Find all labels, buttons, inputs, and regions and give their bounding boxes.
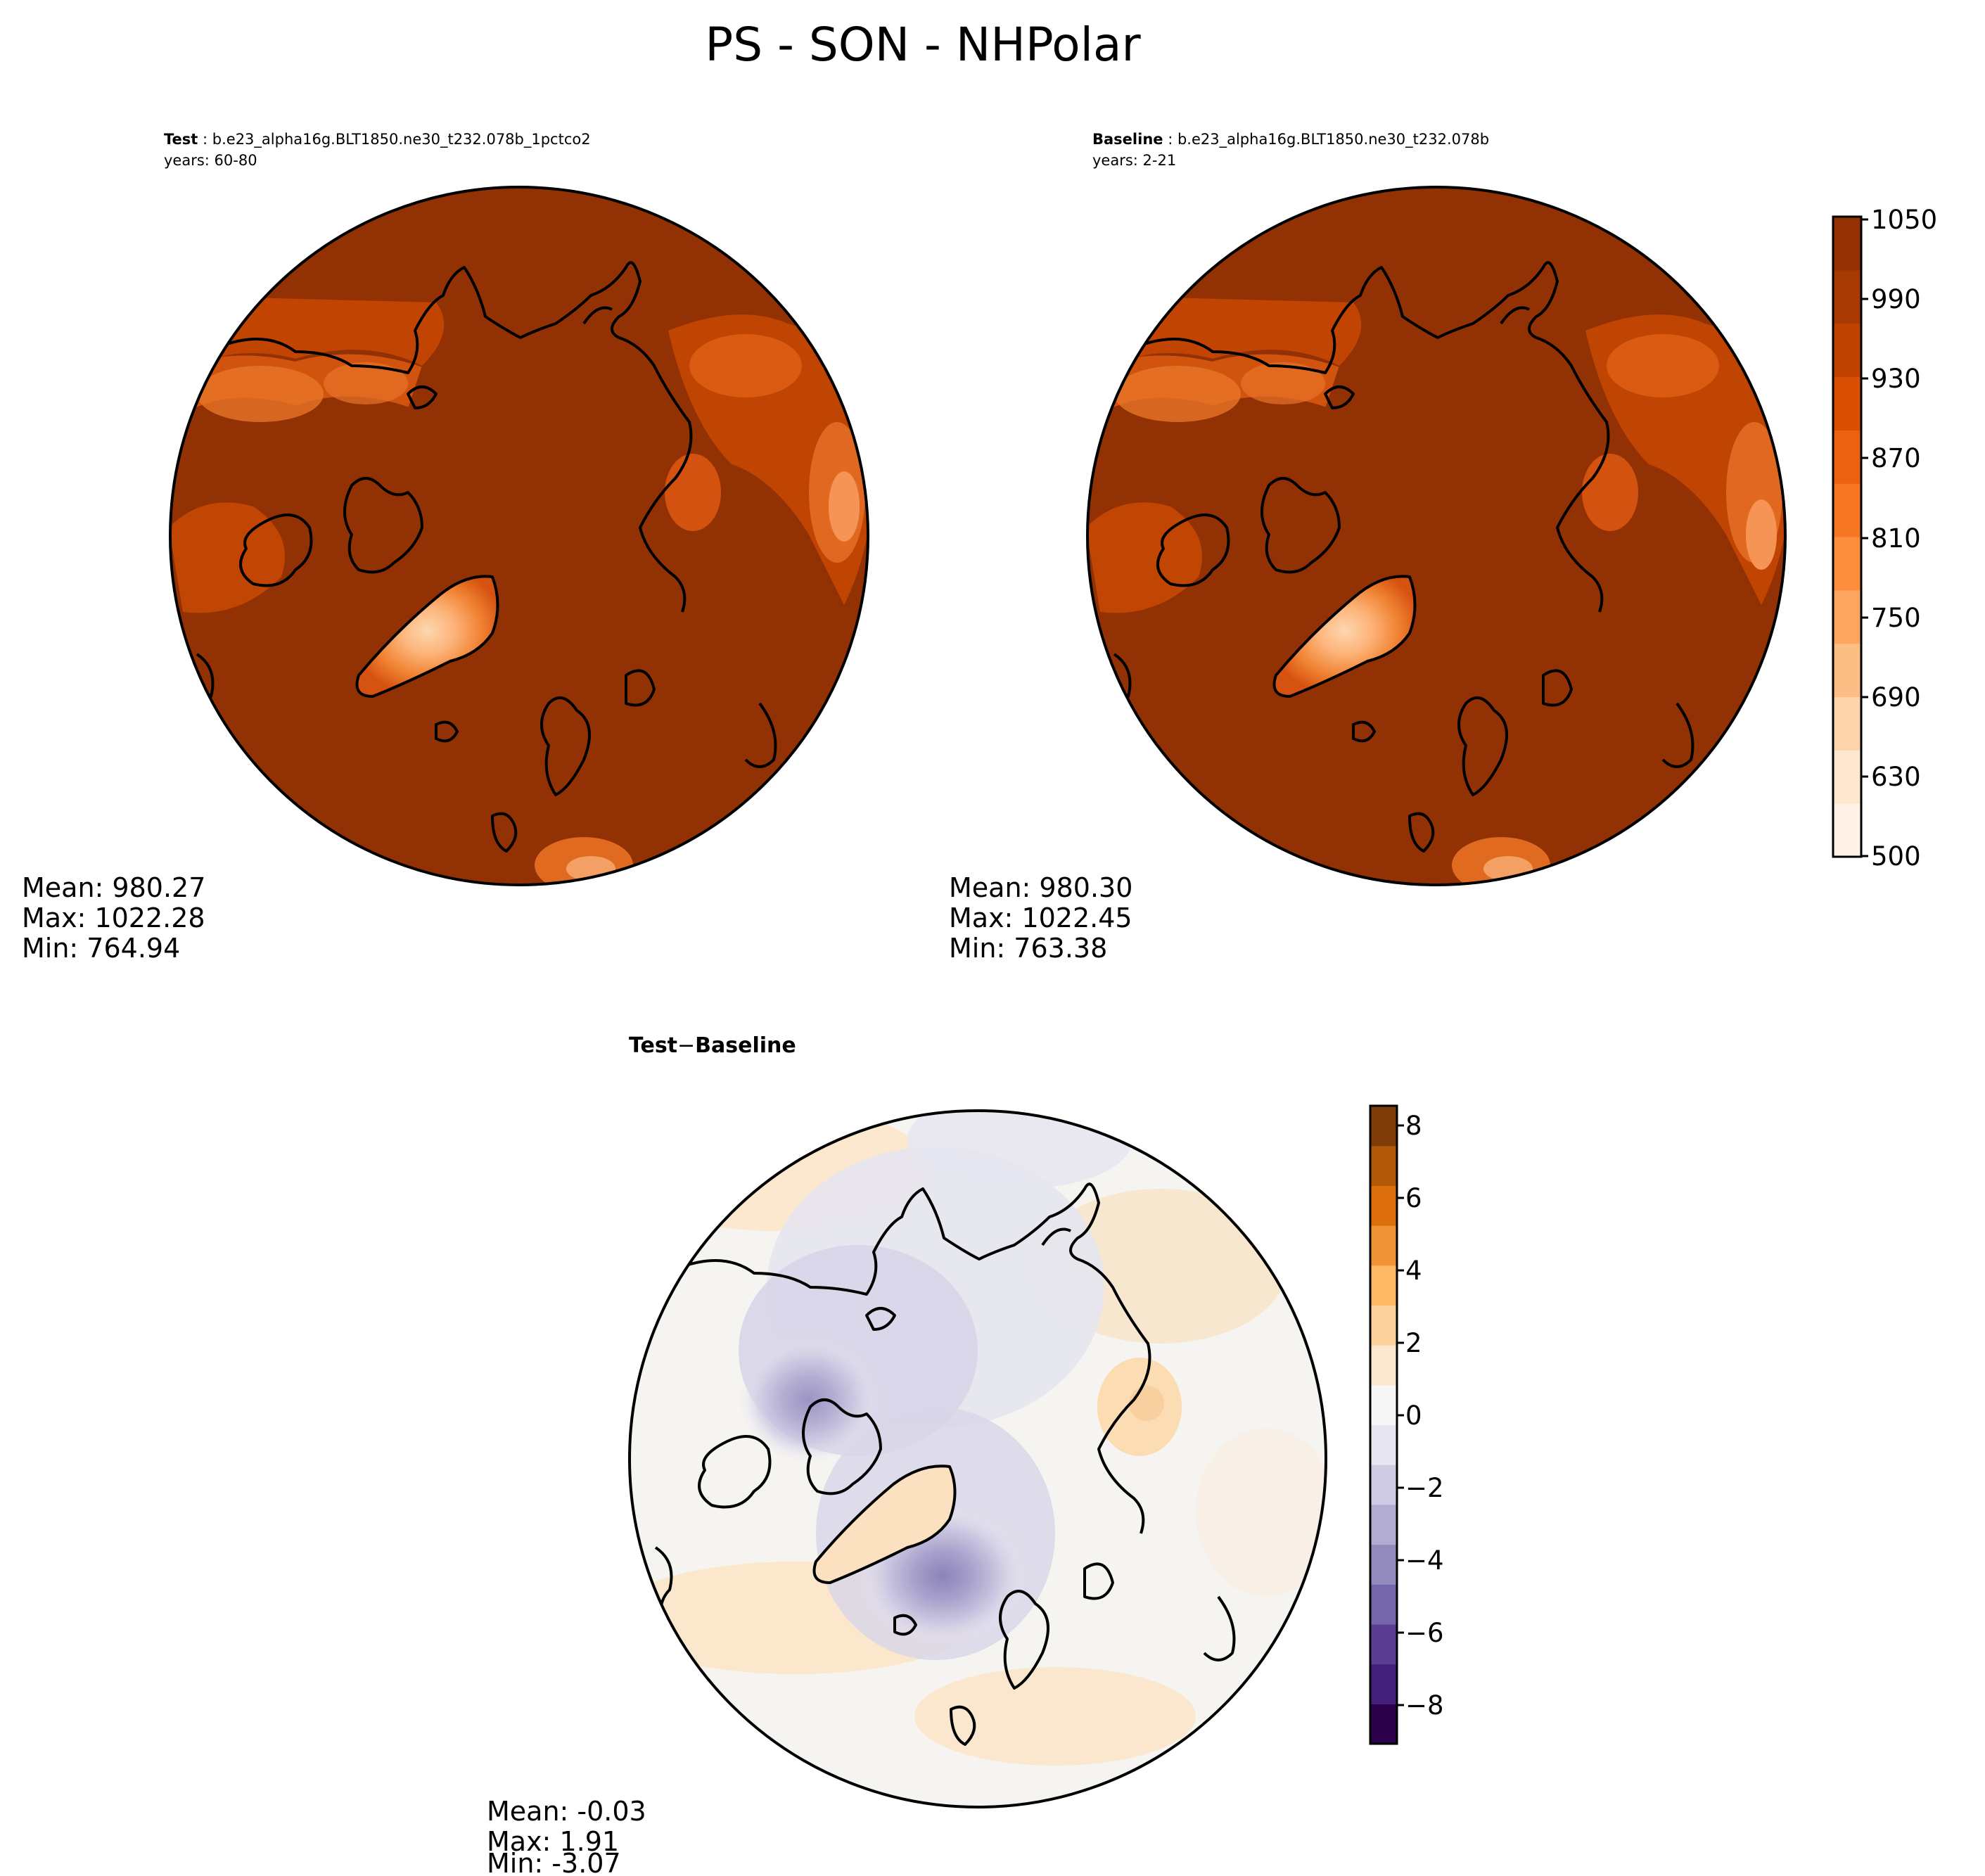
colorbar-segment: [1833, 803, 1861, 857]
colorbar-segment: [1370, 1504, 1397, 1545]
diff-colorbar-ticks: 8 6 4 2 0 −2 −4 −6 −8: [1397, 1111, 1444, 1721]
colorbar-segment: [1833, 430, 1861, 484]
main-colorbar: 1050 990 930 870 810 750 690 630 500: [1832, 205, 1937, 872]
test-label: Test: [164, 131, 198, 148]
diff-colorbar-segments: [1370, 1106, 1397, 1744]
baseline-label-sep: :: [1163, 131, 1177, 148]
colorbar-tick-label: 990: [1871, 284, 1921, 314]
colorbar-segment: [1833, 589, 1861, 644]
colorbar-tick-label: 870: [1871, 443, 1921, 473]
diff-stat-min: Min: -3.07: [487, 1848, 621, 1876]
main-colorbar-segments: [1833, 217, 1861, 857]
colorbar-segment: [1833, 537, 1861, 591]
colorbar-segment: [1833, 643, 1861, 698]
main-colorbar-ticks: 1050 990 930 870 810 750 690 630 500: [1861, 205, 1937, 872]
colorbar-tick-label: −6: [1405, 1618, 1444, 1648]
colorbar-tick-label: −2: [1405, 1473, 1444, 1503]
colorbar-segment: [1370, 1106, 1397, 1147]
colorbar-segment: [1370, 1225, 1397, 1266]
test-map: [170, 187, 868, 885]
colorbar-segment: [1370, 1345, 1397, 1386]
colorbar-segment: [1370, 1145, 1397, 1186]
diff-label-test: Test: [629, 1033, 677, 1058]
svg-text:Baseline : b.e23_alpha16g.BLT1: Baseline : b.e23_alpha16g.BLT1850.ne30_t…: [1092, 131, 1489, 148]
colorbar-segment: [1370, 1305, 1397, 1346]
colorbar-segment: [1833, 376, 1861, 430]
test-years: years: 60-80: [164, 152, 257, 169]
diff-label-baseline: Baseline: [695, 1033, 796, 1058]
baseline-stat-max: Max: 1022.45: [949, 902, 1132, 933]
baseline-label: Baseline: [1092, 131, 1163, 148]
colorbar-segment: [1370, 1265, 1397, 1306]
colorbar-segment: [1833, 483, 1861, 537]
baseline-panel: Baseline : b.e23_alpha16g.BLT1850.ne30_t…: [949, 131, 1787, 964]
colorbar-segment: [1370, 1664, 1397, 1704]
colorbar-tick-label: 690: [1871, 682, 1921, 713]
colorbar-segment: [1833, 269, 1861, 324]
test-stat-mean: Mean: 980.27: [22, 872, 205, 903]
colorbar-segment: [1833, 323, 1861, 378]
baseline-case-name: b.e23_alpha16g.BLT1850.ne30_t232.078b: [1177, 131, 1489, 148]
colorbar-segment: [1370, 1185, 1397, 1226]
test-panel: Test : b.e23_alpha16g.BLT1850.ne30_t232.…: [22, 131, 869, 964]
colorbar-tick-label: 930: [1871, 364, 1921, 394]
colorbar-segment: [1833, 696, 1861, 751]
colorbar-segment: [1370, 1584, 1397, 1625]
colorbar-segment: [1370, 1623, 1397, 1665]
test-case-name: b.e23_alpha16g.BLT1850.ne30_t232.078b_1p…: [212, 131, 591, 148]
test-stat-min: Min: 764.94: [22, 933, 180, 964]
svg-text:Test : b.e23_alpha16g.BLT1850.: Test : b.e23_alpha16g.BLT1850.ne30_t232.…: [164, 131, 591, 148]
diff-colorbar: 8 6 4 2 0 −2 −4 −6 −8: [1369, 1104, 1444, 1745]
colorbar-segment: [1833, 217, 1861, 271]
colorbar-tick-label: −8: [1405, 1690, 1444, 1721]
baseline-stat-mean: Mean: 980.30: [949, 872, 1132, 903]
diff-map-boundary: [628, 1109, 1327, 1808]
colorbar-segment: [1370, 1424, 1397, 1465]
colorbar-tick-label: 4: [1405, 1256, 1422, 1286]
colorbar-tick-label: 500: [1871, 841, 1921, 872]
test-map-boundary: [169, 186, 869, 886]
colorbar-tick-label: 6: [1405, 1183, 1422, 1213]
colorbar-segment: [1370, 1465, 1397, 1505]
colorbar-segment: [1370, 1384, 1397, 1426]
diff-colorbar-frame: [1369, 1104, 1398, 1745]
colorbar-tick-label: 0: [1405, 1400, 1422, 1431]
diff-panel: Test−Baseline: [487, 1033, 1327, 1876]
main-colorbar-frame: [1832, 215, 1863, 858]
baseline-years: years: 2-21: [1092, 152, 1176, 169]
colorbar-segment: [1370, 1544, 1397, 1585]
figure-title: PS - SON - NHPolar: [705, 18, 1141, 72]
baseline-map: [1087, 187, 1785, 885]
baseline-stat-min: Min: 763.38: [949, 933, 1107, 964]
diff-stat-mean: Mean: -0.03: [487, 1796, 646, 1827]
colorbar-segment: [1833, 750, 1861, 804]
svg-text:Test−Baseline: Test−Baseline: [629, 1033, 796, 1058]
test-stat-max: Max: 1022.28: [22, 902, 205, 933]
colorbar-tick-label: 810: [1871, 523, 1921, 554]
colorbar-tick-label: 630: [1871, 762, 1921, 792]
colorbar-tick-label: 750: [1871, 603, 1921, 633]
colorbar-tick-label: 8: [1405, 1111, 1422, 1141]
test-label-sep: :: [198, 131, 212, 148]
colorbar-tick-label: 2: [1405, 1328, 1422, 1358]
diff-label-minus: −: [677, 1033, 695, 1058]
colorbar-segment: [1370, 1704, 1397, 1744]
colorbar-tick-label: −4: [1405, 1545, 1444, 1576]
diff-map: [630, 1111, 1326, 1807]
diff-stat-max: Max: 1.91: [487, 1826, 619, 1857]
baseline-map-boundary: [1086, 186, 1787, 886]
colorbar-tick-label: 1050: [1871, 205, 1937, 235]
